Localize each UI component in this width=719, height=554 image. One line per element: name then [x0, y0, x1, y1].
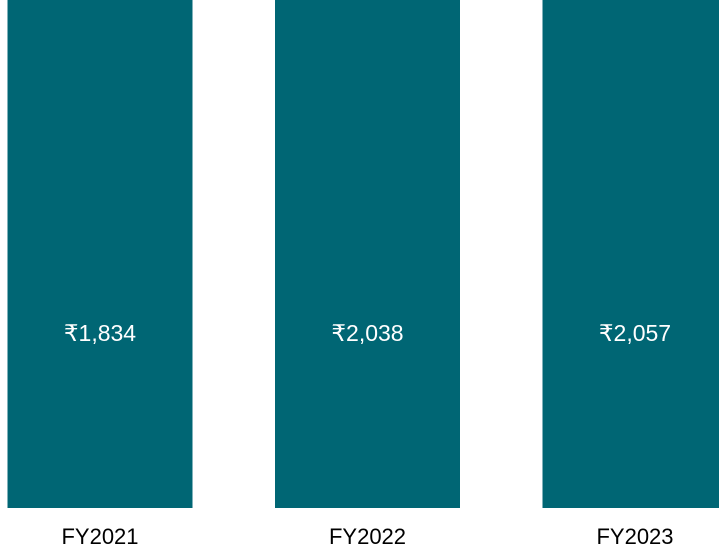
bar-segment — [542, 0, 719, 509]
bar-value-label: ₹2,057 — [599, 320, 671, 346]
bar-value-label: ₹1,834 — [64, 320, 136, 346]
x-tick-label: FY2021 — [61, 524, 138, 549]
x-tick-label: FY2022 — [329, 524, 406, 549]
x-tick-label: FY2023 — [596, 524, 673, 549]
bar-segment — [7, 0, 193, 508]
bar-segment — [275, 0, 460, 508]
bar-value-label: ₹2,038 — [331, 320, 403, 346]
